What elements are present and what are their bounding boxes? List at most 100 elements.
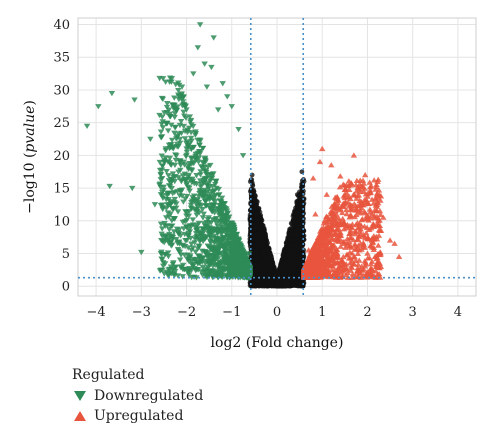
point-downregulated [195,155,203,161]
point-upregulated [341,191,348,197]
point-downregulated [160,159,168,165]
point-downregulated [219,274,226,280]
point-downregulated [160,187,167,194]
point-downregulated [176,193,183,199]
point-downregulated [228,104,235,110]
point-not-significant [294,203,300,208]
point-downregulated [163,104,171,111]
point-downregulated [193,206,201,212]
point-downregulated [161,271,168,277]
point-downregulated [169,234,177,241]
point-upregulated [369,223,377,229]
point-downregulated [175,87,182,94]
point-downregulated [202,203,210,209]
point-not-significant [295,272,301,277]
point-downregulated [210,203,218,209]
point-downregulated [172,264,179,270]
point-downregulated [183,146,190,152]
point-upregulated [352,207,360,213]
point-not-significant [299,169,305,175]
point-downregulated [131,97,138,103]
point-not-significant [258,215,264,221]
point-not-significant [254,218,260,224]
point-downregulated [170,174,177,181]
point-downregulated [147,136,154,143]
point-downregulated [213,185,220,192]
point-downregulated [202,234,209,240]
point-downregulated [169,171,177,177]
point-downregulated [205,184,213,190]
point-upregulated [353,195,360,201]
point-not-significant [258,271,264,277]
x-tick-label: 4 [454,305,462,320]
point-downregulated [201,190,208,196]
point-downregulated [171,130,178,136]
point-downregulated [168,76,176,82]
point-downregulated [205,244,213,250]
point-downregulated [188,241,195,247]
point-downregulated [216,192,223,198]
point-downregulated [227,249,235,256]
point-not-significant [294,210,300,216]
point-downregulated [210,35,217,41]
point-downregulated [186,188,193,194]
point-downregulated [108,90,116,97]
point-not-significant [247,179,253,185]
point-downregulated [171,114,178,121]
point-not-significant [261,231,266,237]
point-downregulated [167,180,174,186]
point-not-significant [296,245,301,251]
point-downregulated [185,245,192,251]
point-downregulated [179,274,186,280]
point-not-significant [292,282,297,288]
point-downregulated [185,230,192,237]
point-downregulated [246,274,253,280]
point-not-significant [283,283,289,289]
point-downregulated [183,107,190,113]
y-tick-label: 15 [53,182,70,197]
point-downregulated [183,225,191,231]
point-downregulated [169,191,176,197]
point-not-significant [298,237,304,243]
point-downregulated [185,172,193,179]
point-downregulated [199,259,206,265]
point-not-significant [261,283,267,289]
point-downregulated [186,185,193,191]
point-not-significant [248,254,254,260]
point-downregulated [215,212,223,218]
point-downregulated [178,177,185,183]
point-downregulated [174,273,182,279]
point-downregulated [151,202,159,208]
point-downregulated [179,243,187,249]
point-downregulated [160,184,167,190]
point-downregulated [244,264,251,270]
point-upregulated [354,250,362,257]
point-downregulated [239,153,247,159]
point-downregulated [204,217,212,223]
point-downregulated [197,184,205,190]
point-downregulated [240,273,248,279]
point-upregulated [374,222,382,229]
point-downregulated [174,230,182,236]
point-downregulated [199,206,206,213]
point-downregulated [176,257,184,263]
point-downregulated [165,197,172,203]
point-upregulated [345,178,353,184]
point-downregulated [220,206,227,212]
point-downregulated [129,185,136,192]
point-downregulated [210,260,218,266]
point-downregulated [220,243,227,249]
point-downregulated [164,128,172,134]
point-not-significant [280,256,286,261]
point-downregulated [180,159,187,165]
point-upregulated [366,187,374,193]
point-downregulated [192,129,199,135]
point-downregulated [196,189,204,195]
point-downregulated [189,159,196,165]
point-upregulated [373,207,380,213]
point-upregulated [335,225,342,232]
point-not-significant [254,212,259,218]
point-downregulated [168,185,175,192]
